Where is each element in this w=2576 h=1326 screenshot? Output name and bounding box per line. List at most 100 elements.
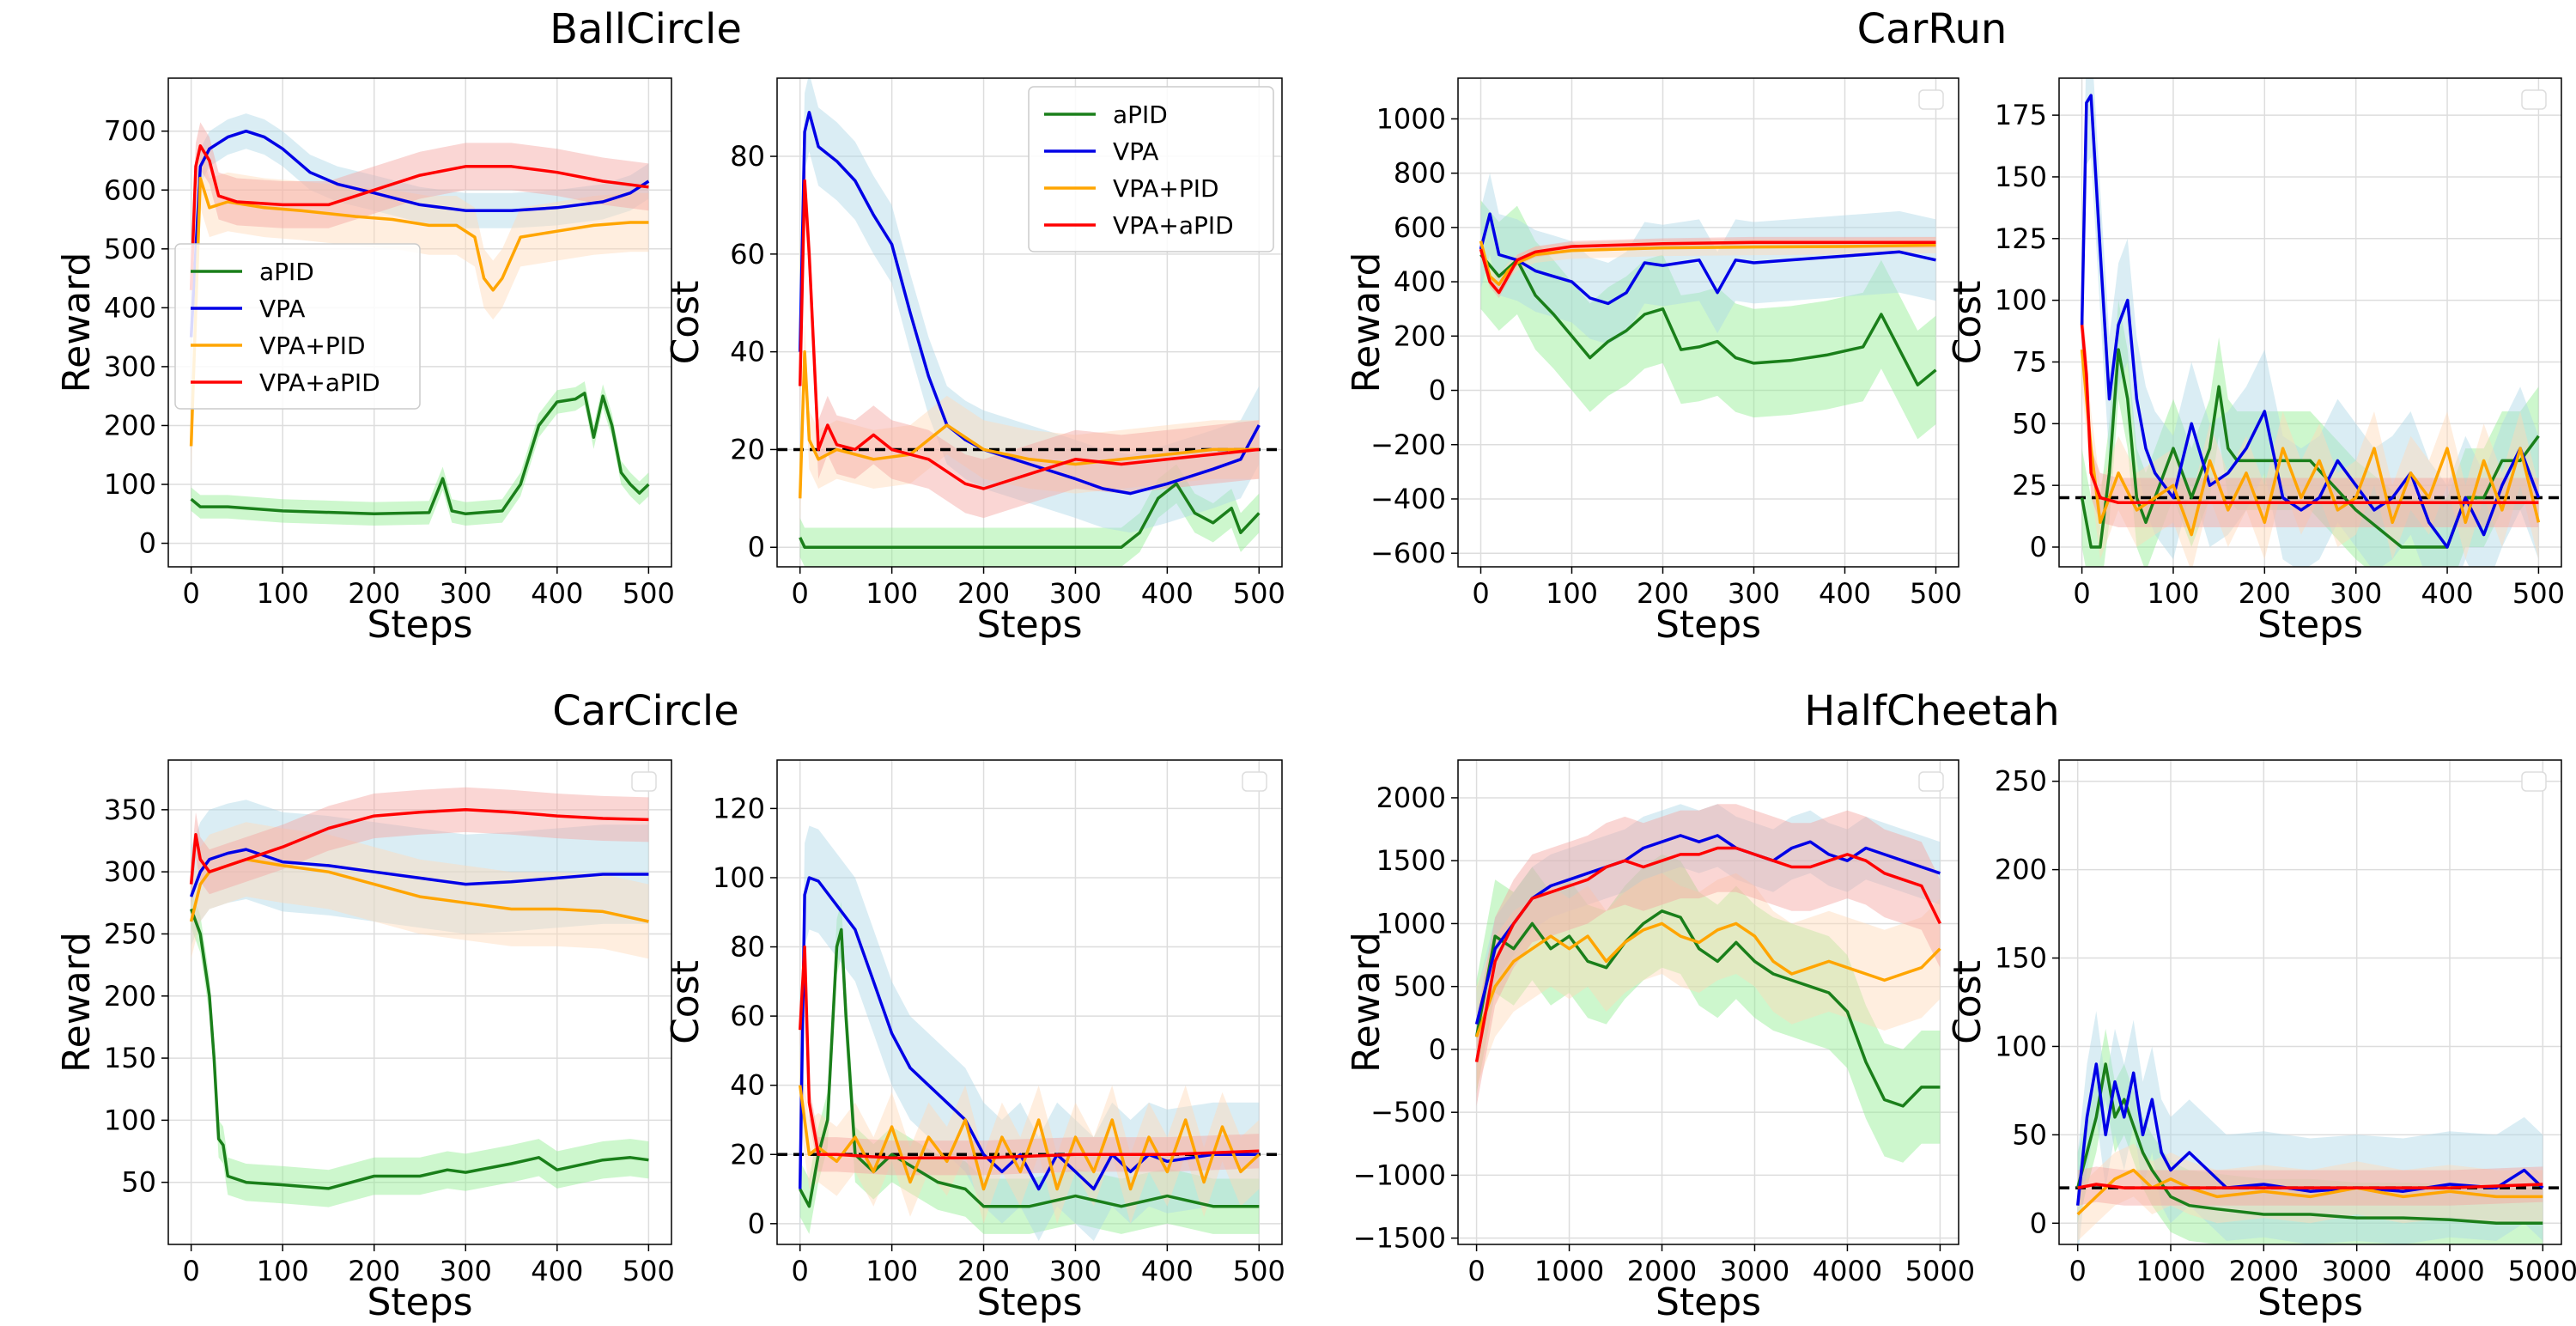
title-carrun: CarRun: [1857, 5, 2008, 53]
halfcheetah-cost-empty-legend: [2521, 771, 2547, 792]
ballcircle-cost-xtick-label: 300: [1049, 577, 1102, 610]
carrun-reward-line-vpa-plus-pid: [1479, 240, 1936, 286]
carrun-reward-xtick-label: 400: [1819, 577, 1871, 610]
halfcheetah-cost-xtick-label: 3000: [2322, 1255, 2391, 1287]
carcircle-cost-xtick-label: 400: [1141, 1255, 1194, 1287]
carcircle-cost-ytick-label: 60: [730, 1000, 765, 1032]
ballcircle-reward-line-apid: [190, 392, 650, 516]
carcircle-cost-ytick-label: 120: [713, 792, 765, 824]
halfcheetah-cost-line-vpa-plus-apid: [2077, 1183, 2543, 1189]
ballcircle-cost-xtick-label: 200: [957, 577, 1010, 610]
ballcircle-reward-frame: [167, 77, 672, 568]
carrun-cost-ytick-label: 0: [2030, 531, 2047, 563]
ballcircle-reward-ytick-label: 0: [139, 527, 156, 560]
halfcheetah-cost-ytick-label: 150: [1995, 942, 2047, 975]
carcircle-cost-axes: 0 100 200 300 400 500 0 20 40 60 80 100 120 Steps Cost: [664, 759, 1285, 1324]
halfcheetah-reward-xtick-label: 5000: [1905, 1255, 1975, 1287]
halfcheetah-reward-ytick-label: 1500: [1376, 844, 1446, 877]
carrun-cost-empty-legend: [2521, 89, 2547, 110]
ballcircle-reward-xtick-label: 400: [531, 577, 583, 610]
carcircle-cost-line-vpa-plus-apid: [798, 945, 1260, 1160]
carrun-reward-ytick-label: −600: [1370, 537, 1446, 569]
carcircle-reward-xtick-label: 500: [623, 1255, 675, 1287]
ballcircle-cost-axes: 0 100 200 300 400 500 0 20 40 60 80 Steps Cost aPID VP…: [664, 77, 1285, 647]
carrun-cost-xlabel: Steps: [2257, 603, 2363, 647]
carrun-reward-line-vpa-plus-apid: [1479, 240, 1936, 295]
halfcheetah-cost-ylabel: Cost: [1946, 960, 1990, 1044]
halfcheetah-reward-line-vpa: [1474, 834, 1941, 1025]
halfcheetah-cost-line-apid: [2076, 1062, 2543, 1226]
carrun-cost-xtick-label: 100: [2147, 577, 2199, 610]
halfcheetah-reward-line-vpa-plus-apid: [1474, 846, 1941, 1062]
ballcircle-reward-ytick-label: 400: [104, 291, 156, 324]
carcircle-reward-line-apid: [189, 908, 649, 1190]
carrun-reward-ytick-label: −400: [1370, 483, 1446, 515]
halfcheetah-reward-ytick-label: −1500: [1353, 1222, 1446, 1255]
ballcircle-reward-legend-label-vpa: VPA: [259, 295, 305, 323]
halfcheetah-cost-band-vpa-plus-apid: [2077, 1166, 2543, 1206]
carcircle-cost-line-apid: [799, 928, 1260, 1208]
ballcircle-cost-ytick-label: 80: [730, 140, 765, 173]
carrun-cost-xtick-label: 500: [2512, 577, 2565, 610]
carcircle-reward-line-vpa: [189, 848, 649, 897]
carrun-reward-ylabel: Reward: [1345, 252, 1388, 393]
halfcheetah-reward-frame: [1457, 759, 1959, 1245]
halfcheetah-reward-band-vpa-plus-apid: [1476, 804, 1941, 1106]
carcircle-cost-xtick-label: 0: [792, 1255, 809, 1287]
halfcheetah-reward-band-vpa: [1476, 804, 1941, 1056]
ballcircle-reward-xtick-label: 100: [257, 577, 309, 610]
carrun-cost-line-vpa: [2080, 94, 2541, 549]
carrun-reward-ytick-label: 400: [1394, 265, 1446, 298]
carrun-cost-xtick-label: 200: [2239, 577, 2291, 610]
title-halfcheetah: HalfCheetah: [1804, 687, 2059, 735]
carcircle-reward-xtick-label: 300: [440, 1255, 492, 1287]
halfcheetah-cost-xtick-label: 1000: [2136, 1255, 2205, 1287]
halfcheetah-reward-line-apid: [1474, 909, 1941, 1108]
carrun-cost-ytick-label: 100: [1995, 284, 2047, 317]
ballcircle-cost-band-apid: [799, 464, 1260, 567]
carrun-cost-ytick-label: 25: [2012, 469, 2047, 502]
carcircle-cost-xtick-label: 200: [957, 1255, 1010, 1287]
carcircle-cost-ylabel: Cost: [664, 960, 708, 1044]
title-ballcircle: BallCircle: [550, 5, 742, 53]
ballcircle-cost-legend-label-apid: aPID: [1113, 100, 1168, 129]
ballcircle-reward-xtick-label: 200: [348, 577, 400, 610]
ballcircle-reward-legend-label-vpa-plus-apid: VPA+aPID: [259, 368, 380, 397]
ballcircle-reward-xtick-label: 500: [623, 577, 675, 610]
ballcircle-reward-legend-label-apid: aPID: [259, 258, 314, 286]
carcircle-cost-xtick-label: 500: [1233, 1255, 1285, 1287]
carcircle-cost-empty-legend: [1242, 771, 1267, 792]
halfcheetah-cost-frame: [2058, 759, 2562, 1245]
halfcheetah-reward-ytick-label: −500: [1370, 1096, 1446, 1128]
carrun-reward-band-vpa: [1480, 173, 1936, 344]
carrun-cost-axes: 0 100 200 300 400 500 0 25 50 75 100 125 150 175 Steps…: [1946, 77, 2565, 647]
halfcheetah-reward-ytick-label: −1000: [1353, 1159, 1446, 1191]
carcircle-reward-band-vpa-plus-apid: [191, 787, 649, 907]
halfcheetah-reward-band-apid: [1476, 854, 1941, 1163]
carcircle-cost-band-vpa-plus-pid: [799, 1050, 1260, 1224]
carcircle-cost-xtick-label: 300: [1049, 1255, 1102, 1287]
carrun-cost-line-vpa-plus-apid: [2080, 325, 2539, 505]
carrun-reward-xtick-label: 300: [1728, 577, 1780, 610]
halfcheetah-reward-xtick-label: 4000: [1813, 1255, 1882, 1287]
halfcheetah-cost-ytick-label: 100: [1995, 1030, 2047, 1062]
carrun-reward-line-vpa: [1479, 212, 1936, 306]
carrun-reward-xtick-label: 200: [1637, 577, 1689, 610]
halfcheetah-cost-ytick-label: 200: [1995, 854, 2047, 886]
carcircle-reward-xtick-label: 200: [348, 1255, 400, 1287]
carrun-reward-xtick-label: 500: [1910, 577, 1962, 610]
halfcheetah-reward-empty-legend: [1918, 771, 1944, 792]
carcircle-reward-frame: [167, 759, 672, 1245]
carcircle-reward-band-apid: [191, 890, 649, 1207]
carcircle-reward-ytick-label: 350: [104, 794, 156, 826]
carcircle-cost-line-vpa-plus-pid: [798, 1085, 1261, 1191]
halfcheetah-reward-axes: 0 1000 2000 3000 4000 5000 −1500 −1000 −500 0 500 1…: [1345, 759, 1975, 1324]
ballcircle-reward-ytick-label: 700: [104, 115, 156, 148]
carrun-cost-ylabel: Cost: [1946, 281, 1990, 365]
ballcircle-reward-legend-frame: [174, 243, 421, 410]
carrun-cost-xtick-label: 400: [2421, 577, 2474, 610]
carrun-reward-line-apid: [1479, 253, 1937, 386]
carrun-reward-ytick-label: −200: [1370, 429, 1446, 461]
ballcircle-reward-band-vpa: [191, 113, 649, 356]
carrun-reward-ytick-label: 0: [1429, 374, 1446, 407]
